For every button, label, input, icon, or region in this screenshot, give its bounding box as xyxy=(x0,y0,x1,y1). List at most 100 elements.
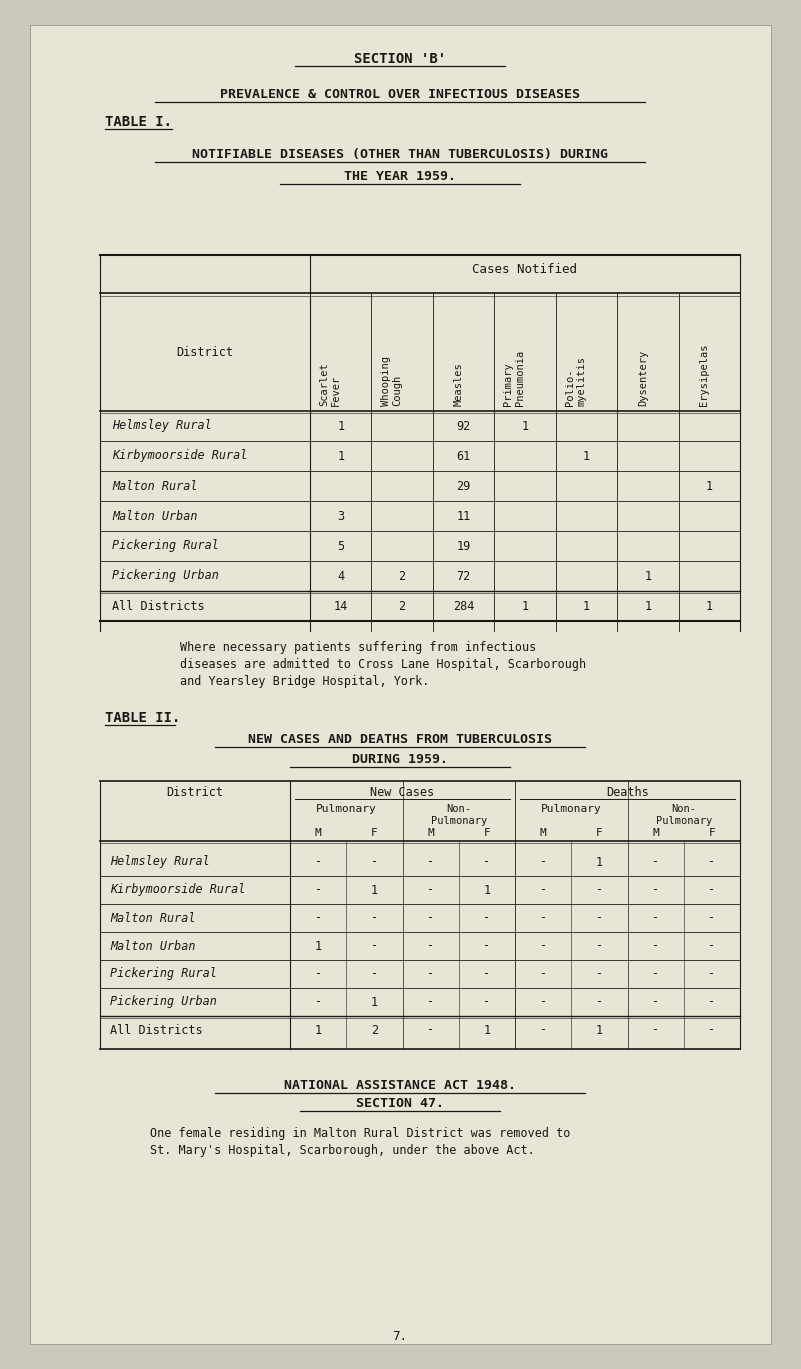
Text: -: - xyxy=(652,939,659,953)
Text: THE YEAR 1959.: THE YEAR 1959. xyxy=(344,170,456,183)
Text: -: - xyxy=(596,883,603,897)
Text: St. Mary's Hospital, Scarborough, under the above Act.: St. Mary's Hospital, Scarborough, under … xyxy=(150,1144,535,1157)
Text: Helmsley Rural: Helmsley Rural xyxy=(110,856,210,868)
Text: -: - xyxy=(652,883,659,897)
Text: and Yearsley Bridge Hospital, York.: and Yearsley Bridge Hospital, York. xyxy=(180,675,429,689)
Text: diseases are admitted to Cross Lane Hospital, Scarborough: diseases are admitted to Cross Lane Hosp… xyxy=(180,658,586,671)
Text: -: - xyxy=(315,856,322,868)
Text: 1: 1 xyxy=(337,449,344,463)
Text: -: - xyxy=(371,939,378,953)
Text: -: - xyxy=(652,912,659,924)
Text: -: - xyxy=(540,995,547,1009)
Text: Pulmonary: Pulmonary xyxy=(316,804,376,815)
Text: Malton Urban: Malton Urban xyxy=(112,509,198,523)
Text: -: - xyxy=(540,856,547,868)
Text: -: - xyxy=(315,995,322,1009)
Text: 2: 2 xyxy=(399,600,405,612)
Text: Whooping
Cough: Whooping Cough xyxy=(380,356,402,407)
Text: 1: 1 xyxy=(583,449,590,463)
Text: 1: 1 xyxy=(596,1024,603,1036)
Text: -: - xyxy=(540,939,547,953)
Text: One female residing in Malton Rural District was removed to: One female residing in Malton Rural Dist… xyxy=(150,1127,570,1140)
Text: -: - xyxy=(427,912,434,924)
Text: 4: 4 xyxy=(337,570,344,582)
Text: Pickering Urban: Pickering Urban xyxy=(110,995,217,1009)
Text: 1: 1 xyxy=(315,1024,322,1036)
Text: 7.: 7. xyxy=(392,1331,408,1343)
Text: 2: 2 xyxy=(371,1024,378,1036)
Text: Pickering Rural: Pickering Rural xyxy=(110,968,217,980)
Text: Scarlet
Fever: Scarlet Fever xyxy=(319,363,340,407)
Text: 1: 1 xyxy=(521,600,529,612)
Text: -: - xyxy=(315,912,322,924)
Text: M: M xyxy=(540,828,546,838)
Text: -: - xyxy=(371,856,378,868)
Text: M: M xyxy=(315,828,321,838)
Text: 19: 19 xyxy=(457,539,471,553)
Text: Pickering Rural: Pickering Rural xyxy=(112,539,219,553)
Text: 5: 5 xyxy=(337,539,344,553)
Text: 1: 1 xyxy=(596,856,603,868)
Text: 14: 14 xyxy=(333,600,348,612)
Text: M: M xyxy=(652,828,659,838)
Text: 1: 1 xyxy=(371,995,378,1009)
Text: PREVALENCE & CONTROL OVER INFECTIOUS DISEASES: PREVALENCE & CONTROL OVER INFECTIOUS DIS… xyxy=(220,88,580,101)
Text: Kirbymoorside Rural: Kirbymoorside Rural xyxy=(110,883,245,897)
Text: 1: 1 xyxy=(483,1024,490,1036)
Text: 1: 1 xyxy=(644,570,651,582)
Text: F: F xyxy=(371,828,378,838)
Text: All Districts: All Districts xyxy=(110,1024,203,1036)
Text: 29: 29 xyxy=(457,479,471,493)
Text: Dysentery: Dysentery xyxy=(638,349,648,407)
Text: -: - xyxy=(708,1024,715,1036)
Text: -: - xyxy=(540,968,547,980)
Text: 1: 1 xyxy=(583,600,590,612)
Text: -: - xyxy=(596,968,603,980)
Text: 2: 2 xyxy=(399,570,405,582)
Text: -: - xyxy=(652,856,659,868)
Text: 11: 11 xyxy=(457,509,471,523)
Text: -: - xyxy=(596,939,603,953)
Text: Cases Notified: Cases Notified xyxy=(473,263,578,277)
FancyBboxPatch shape xyxy=(30,25,771,1344)
Text: -: - xyxy=(427,856,434,868)
Text: -: - xyxy=(427,1024,434,1036)
Text: District: District xyxy=(167,786,223,799)
Text: Deaths: Deaths xyxy=(606,786,649,799)
Text: -: - xyxy=(708,912,715,924)
Text: -: - xyxy=(596,912,603,924)
Text: All Districts: All Districts xyxy=(112,600,204,612)
Text: -: - xyxy=(708,883,715,897)
Text: DURING 1959.: DURING 1959. xyxy=(352,753,448,767)
Text: 3: 3 xyxy=(337,509,344,523)
Text: -: - xyxy=(708,939,715,953)
Text: -: - xyxy=(596,995,603,1009)
Text: TABLE I.: TABLE I. xyxy=(105,115,172,129)
Text: Non-
Pulmonary: Non- Pulmonary xyxy=(656,804,712,826)
Text: -: - xyxy=(483,968,490,980)
Text: Pulmonary: Pulmonary xyxy=(541,804,602,815)
Text: 1: 1 xyxy=(315,939,322,953)
Text: -: - xyxy=(483,995,490,1009)
Text: Measles: Measles xyxy=(453,363,464,407)
Text: -: - xyxy=(708,968,715,980)
Text: TABLE II.: TABLE II. xyxy=(105,711,180,726)
Text: -: - xyxy=(315,883,322,897)
Text: 92: 92 xyxy=(457,419,471,433)
Text: -: - xyxy=(652,1024,659,1036)
Text: Where necessary patients suffering from infectious: Where necessary patients suffering from … xyxy=(180,641,536,654)
Text: 1: 1 xyxy=(706,600,713,612)
Text: Helmsley Rural: Helmsley Rural xyxy=(112,419,211,433)
Text: F: F xyxy=(484,828,490,838)
Text: SECTION 47.: SECTION 47. xyxy=(356,1097,444,1110)
Text: -: - xyxy=(427,995,434,1009)
Text: SECTION 'B': SECTION 'B' xyxy=(354,52,446,66)
Text: -: - xyxy=(371,968,378,980)
Text: 1: 1 xyxy=(521,419,529,433)
Text: -: - xyxy=(652,968,659,980)
Text: M: M xyxy=(427,828,434,838)
Text: NATIONAL ASSISTANCE ACT 1948.: NATIONAL ASSISTANCE ACT 1948. xyxy=(284,1079,516,1092)
Text: F: F xyxy=(709,828,715,838)
Text: 61: 61 xyxy=(457,449,471,463)
Text: District: District xyxy=(176,345,234,359)
